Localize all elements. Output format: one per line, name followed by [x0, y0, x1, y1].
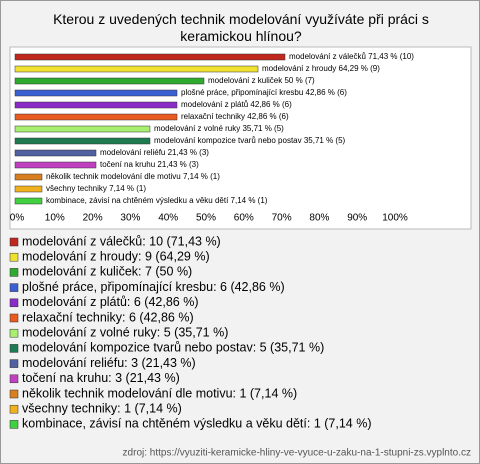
- value-label: modelování z volné ruky 35,71 % (5): [154, 124, 284, 133]
- x-tick-label: 20%: [83, 213, 103, 224]
- x-tick-label: 40%: [158, 213, 178, 224]
- x-tick-label: 50%: [196, 213, 216, 224]
- legend-label: modelování z plátů: 6 (42,86 %): [22, 295, 199, 309]
- value-label: modelování reliéfu 21,43 % (3): [100, 148, 209, 157]
- value-label: modelování z hroudy 64,29 % (9): [262, 64, 380, 73]
- bar: [14, 161, 97, 169]
- legend-label: několik technik modelování dle motivu: 1…: [22, 386, 297, 400]
- value-label: všechny techniky 7,14 % (1): [46, 184, 146, 193]
- x-tick-label: 70%: [272, 213, 292, 224]
- legend-swatch: [9, 313, 19, 323]
- bar: [14, 137, 151, 145]
- legend-label: modelování z hroudy: 9 (64,29 %): [22, 249, 210, 263]
- legend-swatch: [9, 420, 19, 429]
- bar: [14, 113, 178, 121]
- value-label: kombinace, závisí na chtěném výsledku a …: [46, 196, 268, 205]
- legend-swatch: [9, 389, 19, 399]
- bar: [14, 89, 178, 97]
- legend-label: točení na kruhu: 3 (21,43 %): [22, 371, 180, 385]
- legend-swatch: [9, 237, 19, 247]
- value-label: modelování z kuliček 50 % (7): [208, 76, 315, 85]
- legend-swatch: [9, 359, 19, 368]
- bar: [14, 185, 43, 193]
- source: zdroj: https://vyuziti-keramicke-hliny-v…: [123, 448, 471, 459]
- bar: [14, 65, 259, 73]
- legend-swatch: [9, 328, 19, 338]
- value-label: modelování z plátů 42,86 % (6): [181, 100, 292, 109]
- bar: [14, 197, 43, 205]
- legend-label: modelování z válečků: 10 (71,43 %): [22, 234, 221, 248]
- value-label: plošné práce, připomínající kresbu 42,86…: [181, 88, 347, 97]
- legend-swatch: [9, 404, 19, 414]
- bar: [14, 101, 178, 109]
- chart-title: Kterou z uvedených technik modelování vy…: [53, 11, 429, 44]
- value-label: modelování kompozice tvarů nebo postav 3…: [154, 136, 346, 145]
- legend-label: modelování kompozice tvarů nebo postav: …: [22, 341, 324, 355]
- legend-swatch: [9, 374, 19, 384]
- legend-swatch: [9, 252, 19, 262]
- bar: [14, 125, 151, 133]
- value-label: točení na kruhu 21,43 % (3): [100, 160, 199, 169]
- x-tick-label: 60%: [234, 213, 254, 224]
- legend-label: relaxační techniky: 6 (42,86 %): [22, 310, 194, 324]
- legend-swatch: [9, 268, 19, 277]
- legend-label: plošné práce, připomínající kresbu: 6 (4…: [22, 280, 285, 294]
- bar: [14, 149, 97, 157]
- legend-label: modelování z kuliček: 7 (50 %): [22, 265, 192, 279]
- x-tick-label: 80%: [309, 213, 329, 224]
- x-tick-label: 100%: [382, 213, 408, 224]
- legend-label: modelování z volné ruky: 5 (35,71 %): [22, 325, 228, 339]
- value-label: relaxační techniky 42,86 % (6): [181, 112, 289, 121]
- value-label: modelování z válečků 71,43 % (10): [289, 52, 414, 61]
- bar: [14, 53, 286, 61]
- bar: [14, 173, 43, 181]
- x-tick-label: 30%: [120, 213, 140, 224]
- legend-label: modelování reliéfu: 3 (21,43 %): [22, 356, 196, 370]
- x-tick-label: 10%: [45, 213, 65, 224]
- legend-swatch: [9, 283, 19, 292]
- legend-label: kombinace, závisí na chtěném výsledku a …: [22, 417, 371, 431]
- bar: [14, 77, 205, 85]
- legend-swatch: [9, 298, 19, 308]
- x-tick-label: 0%: [10, 213, 25, 224]
- legend-label: všechny techniky: 1 (7,14 %): [22, 401, 182, 415]
- x-tick-label: 90%: [347, 213, 367, 224]
- value-label: několik technik modelování dle motivu 7,…: [46, 172, 220, 181]
- legend-swatch: [9, 344, 19, 353]
